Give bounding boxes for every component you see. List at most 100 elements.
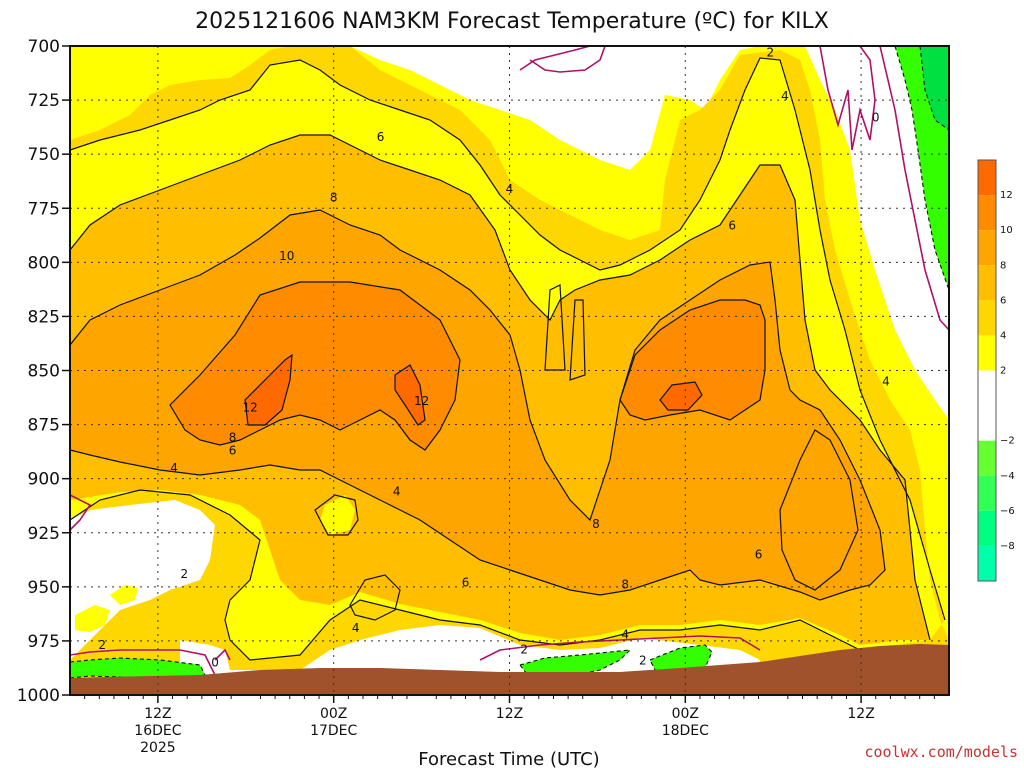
- x-tick-label: 18DEC: [662, 723, 709, 739]
- contour-label: 2: [639, 653, 647, 667]
- y-tick-label: 825: [28, 307, 60, 327]
- colorbar-label: −4: [1000, 471, 1015, 482]
- x-tick-label: 12Z: [144, 706, 171, 722]
- contour-10-b: [394, 364, 426, 426]
- fill-island-2: [75, 605, 110, 632]
- contour-label: 4: [352, 621, 360, 635]
- y-tick-label: 900: [28, 470, 60, 490]
- contour-0-top: [519, 46, 606, 73]
- terrain-surface: [70, 644, 949, 695]
- contour-label: 8: [592, 517, 600, 531]
- contour-label: 10: [279, 249, 294, 263]
- y-tick-label: 850: [28, 362, 60, 382]
- contour-label: 6: [377, 130, 385, 144]
- colorbar-label: 4: [1000, 330, 1006, 341]
- x-axis-label: Forecast Time (UTC): [418, 749, 599, 768]
- contour-island-c: [314, 494, 359, 536]
- chart-title: 2025121606 NAM3KM Forecast Temperature (…: [195, 9, 829, 34]
- contour-label: 8: [330, 190, 338, 204]
- colorbar-swatch: [978, 510, 996, 546]
- contour-0-bottom-left: [70, 648, 231, 676]
- contour-8: [169, 281, 461, 451]
- contour-label: 8: [229, 431, 237, 445]
- colorbar-swatch: [978, 405, 996, 441]
- fill-level-12-c: [660, 382, 702, 410]
- credit-text: coolwx.com/models: [864, 743, 1018, 761]
- colorbar: 12 10 8 6 4 2 −2 −4 −6 −8: [977, 159, 1015, 582]
- fill-region-negative-bottom-right: [650, 645, 712, 672]
- contour-0-bottom-mid: [479, 635, 761, 661]
- fill-level-10-b: [620, 300, 765, 420]
- contour-label: 6: [728, 219, 736, 233]
- colorbar-swatch: [978, 440, 996, 476]
- contour-label: 4: [506, 182, 514, 196]
- contour-10-c: [659, 381, 703, 411]
- contour-island-a: [349, 574, 401, 621]
- y-tick-label: 725: [28, 91, 60, 111]
- x-tick-label: 12Z: [847, 706, 874, 722]
- colorbar-swatch: [978, 545, 996, 581]
- y-tick-label: 925: [28, 524, 60, 544]
- contour-label: 8: [621, 578, 629, 592]
- contour-6: [70, 209, 886, 601]
- colorbar-swatch: [978, 475, 996, 511]
- x-tick-label: 2025: [140, 740, 176, 756]
- y-tick-label: 800: [28, 253, 60, 273]
- fill-island-1: [110, 585, 138, 605]
- contour-neg-right: [894, 46, 949, 291]
- contour-label: 2: [98, 638, 106, 652]
- contour-0-right: [819, 46, 949, 331]
- colorbar-swatch: [978, 160, 996, 196]
- fill-region-0-2-right-b: [805, 46, 949, 420]
- colorbar-label: 2: [1000, 366, 1006, 377]
- x-tick-label: 12Z: [496, 706, 523, 722]
- colorbar-frame: [977, 159, 997, 582]
- colorbar-label: 6: [1000, 295, 1006, 306]
- contour-neg-right-inner: [919, 46, 949, 131]
- fill-level-12-a: [245, 355, 292, 425]
- contour-neg-bottom-right: [649, 644, 713, 673]
- contour-label: 0: [211, 656, 219, 670]
- contour-4: [70, 134, 931, 641]
- y-tick-label: 700: [28, 37, 60, 57]
- x-tick-label: 00Z: [320, 706, 347, 722]
- contour-label: 2: [520, 643, 528, 657]
- contour-low-level: [70, 489, 861, 661]
- colorbar-swatch: [978, 335, 996, 371]
- contour-label: 0: [872, 110, 880, 124]
- fill-region-negative-bottomleft: [70, 658, 205, 678]
- contour-0-left: [70, 494, 92, 531]
- colorbar-swatch: [978, 370, 996, 406]
- contour-island-b: [779, 429, 859, 591]
- contour-label: 6: [462, 576, 470, 590]
- y-tick-label: 775: [28, 199, 60, 219]
- contour-dip-a: [544, 284, 566, 371]
- contour-label: 2: [766, 45, 774, 59]
- contour-label: 2: [180, 567, 188, 581]
- colorbar-swatch: [978, 230, 996, 266]
- y-tick-label: 750: [28, 145, 60, 165]
- contour-8-b: [619, 299, 766, 421]
- x-tick-label: 00Z: [672, 706, 699, 722]
- fill-region-0-2-top: [350, 46, 760, 170]
- contour-label: 4: [621, 627, 629, 641]
- colorbar-label: −8: [1000, 541, 1015, 552]
- contour-label: 12: [414, 394, 429, 408]
- contour-neg-bottomleft: [70, 657, 206, 679]
- fill-island-3: [320, 495, 355, 535]
- fill-region-negative-right-inner: [920, 46, 949, 130]
- y-axis-ticks: 700 725 750 775 800 825 850 875 900 925 950 975 1000: [17, 37, 70, 706]
- colorbar-label: 8: [1000, 260, 1006, 271]
- x-tick-label: 16DEC: [134, 723, 181, 739]
- colorbar-swatch: [978, 300, 996, 336]
- contour-label: 6: [755, 547, 763, 561]
- grid-lines: [70, 46, 949, 695]
- x-tick-label: 17DEC: [310, 723, 357, 739]
- colorbar-label: 10: [1000, 225, 1013, 236]
- colorbar-label: 12: [1000, 190, 1013, 201]
- contour-2: [70, 57, 946, 621]
